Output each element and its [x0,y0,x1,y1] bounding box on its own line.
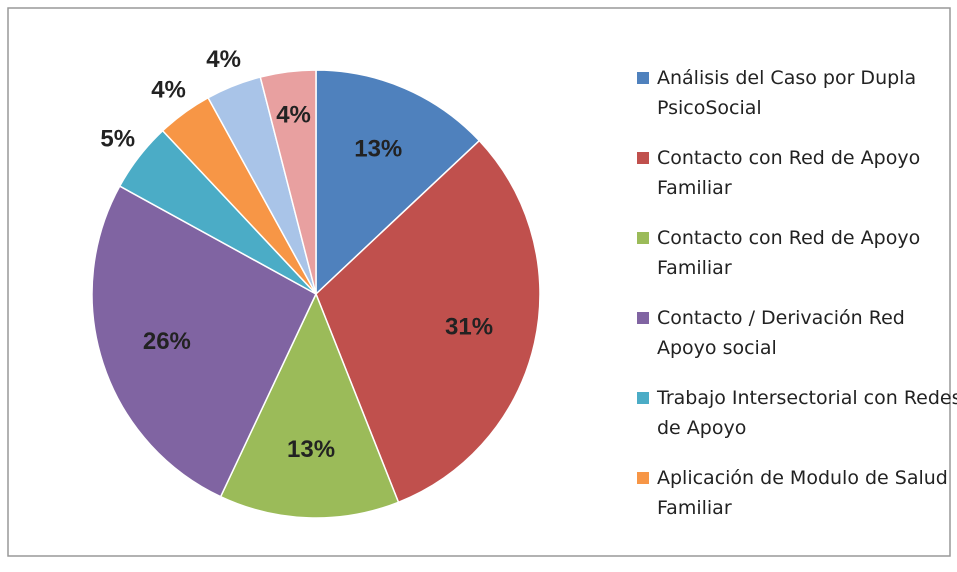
legend-label: Contacto / Derivación Red Apoyo social [657,307,905,359]
legend-item: Contacto / Derivación Red Apoyo social [637,303,957,363]
legend-label: Contacto con Red de Apoyo Familiar [657,227,921,279]
slice-label: 4% [276,102,311,129]
legend-item: Trabajo Intersectorial con Redes de Apoy… [637,383,957,443]
legend-swatch [637,72,649,84]
legend-item: Análisis del Caso por Dupla PsicoSocial [637,63,957,123]
legend-label: Contacto con Red de Apoyo Familiar [657,147,921,199]
pie-slice [219,292,400,519]
pie-slice [259,69,317,295]
legend-swatch [637,232,649,244]
legend-label: Aplicación de Modulo de Salud Familiar [657,467,948,519]
slice-label: 5% [100,126,135,153]
legend-swatch [637,392,649,404]
pie-slice [315,139,541,504]
legend-swatch [637,472,649,484]
legend-label: Análisis del Caso por Dupla PsicoSocial [657,67,917,119]
slice-label: 13% [354,135,402,162]
frame [7,7,951,557]
pie-slice [315,69,481,296]
legend-label: Trabajo Intersectorial con Redes de Apoy… [657,387,957,439]
slice-label: 4% [206,46,241,73]
legend-item: Contacto con Red de Apoyo Familiar [637,143,957,203]
legend-item: Aplicación de Modulo de Salud Familiar [637,463,957,523]
slice-label: 31% [445,314,493,341]
slice-label: 4% [151,76,186,103]
legend-item: Contacto con Red de Apoyo Familiar [637,223,957,283]
slice-label: 26% [143,328,191,355]
legend-swatch [637,312,649,324]
slice-label: 13% [287,436,335,463]
legend-swatch [637,152,649,164]
